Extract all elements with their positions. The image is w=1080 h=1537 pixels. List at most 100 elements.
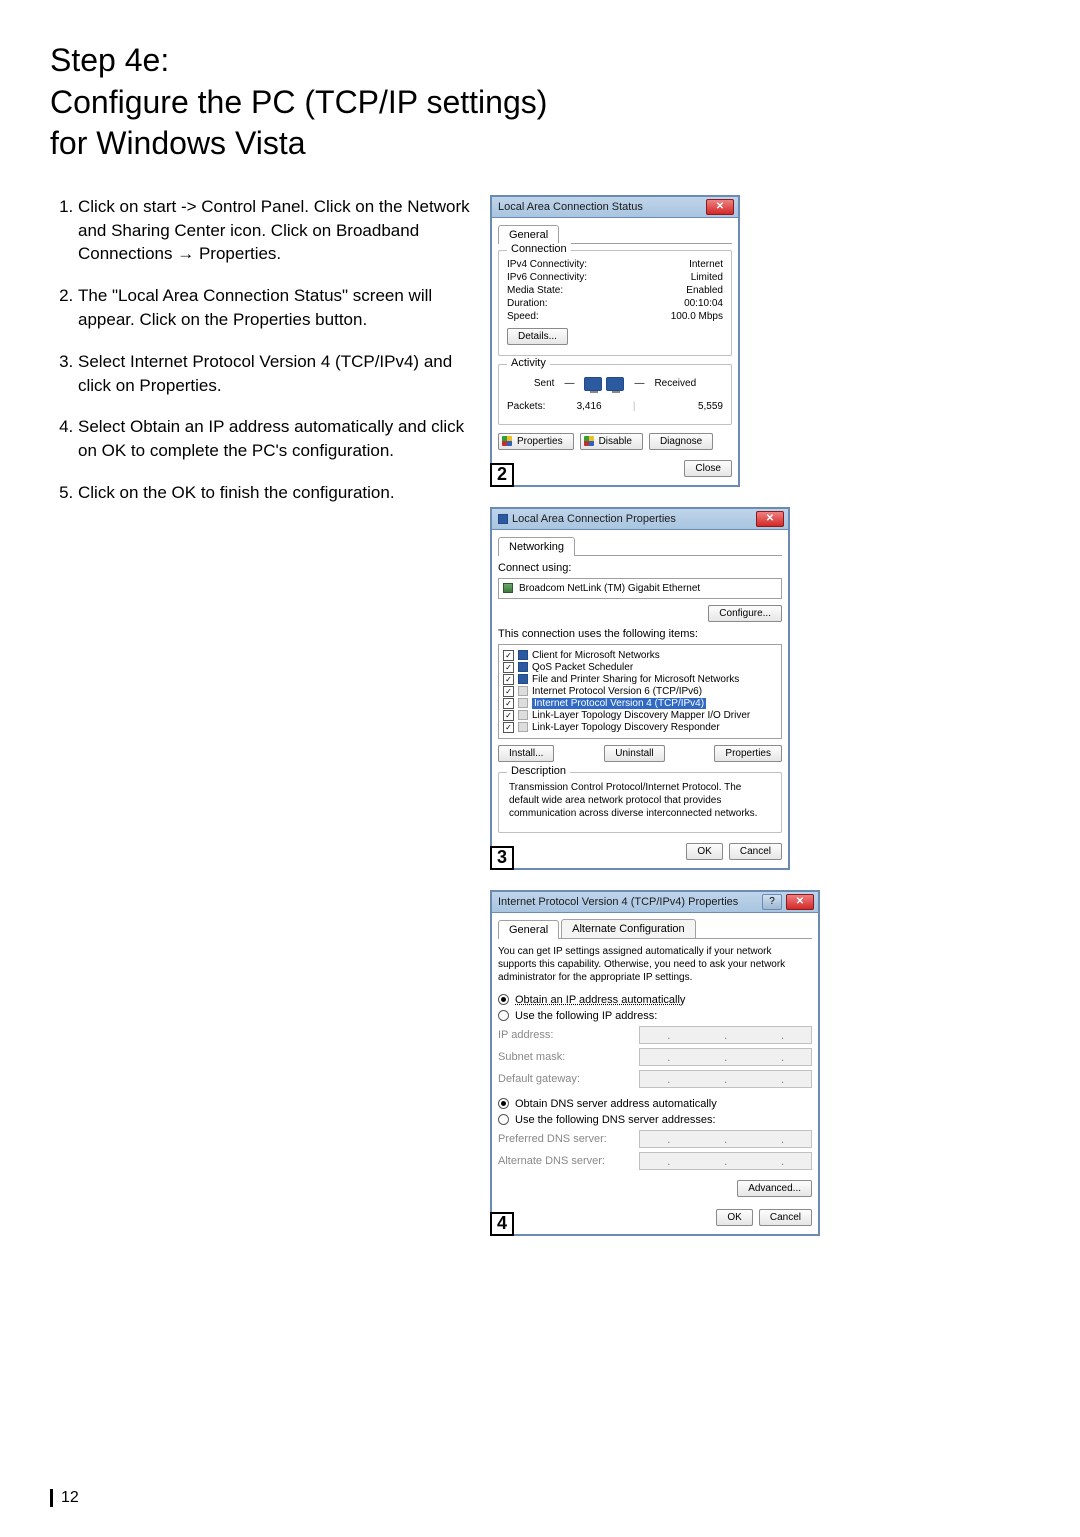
cancel-button[interactable]: Cancel <box>729 843 782 860</box>
kv-key: IPv6 Connectivity: <box>507 272 587 283</box>
step-badge: 4 <box>490 1212 514 1236</box>
title-text: Internet Protocol Version 4 (TCP/IPv4) P… <box>498 896 738 908</box>
radio-auto-dns[interactable]: Obtain DNS server address automatically <box>498 1098 812 1110</box>
checkbox-icon[interactable]: ✓ <box>503 662 514 673</box>
connection-row: IPv4 Connectivity:Internet <box>507 259 723 270</box>
checkbox-icon[interactable]: ✓ <box>503 698 514 709</box>
ok-button[interactable]: OK <box>716 1209 752 1226</box>
ip-row: Default gateway:... <box>498 1070 812 1088</box>
checkbox-icon[interactable]: ✓ <box>503 650 514 661</box>
list-item[interactable]: ✓Internet Protocol Version 6 (TCP/IPv6) <box>503 686 777 697</box>
screenshots-column: Local Area Connection Status ✕ General C… <box>490 195 1030 1236</box>
field-label: IP address: <box>498 1029 639 1041</box>
computer-icon <box>606 377 624 391</box>
mask-input[interactable]: ... <box>639 1048 812 1066</box>
radio-icon[interactable] <box>498 1098 509 1109</box>
close-icon[interactable]: ✕ <box>786 894 814 910</box>
close-icon[interactable]: ✕ <box>706 199 734 215</box>
radio-manual-ip[interactable]: Use the following IP address: <box>498 1010 812 1022</box>
packets-sent: 3,416 <box>545 401 633 412</box>
connect-using-label: Connect using: <box>498 562 782 574</box>
connection-row: Duration:00:10:04 <box>507 298 723 309</box>
tab-strip: General Alternate Configuration <box>498 919 812 939</box>
step-badge: 3 <box>490 846 514 870</box>
group-legend: Connection <box>507 243 571 255</box>
dns1-input[interactable]: ... <box>639 1130 812 1148</box>
protocol-icon <box>518 698 528 708</box>
tab-alternate[interactable]: Alternate Configuration <box>561 919 696 938</box>
button-row: OK Cancel <box>498 843 782 860</box>
field-label: Preferred DNS server: <box>498 1133 639 1145</box>
radio-icon[interactable] <box>498 1114 509 1125</box>
tab-networking[interactable]: Networking <box>498 537 575 556</box>
install-button[interactable]: Install... <box>498 745 554 762</box>
properties-button[interactable]: Properties <box>714 745 782 762</box>
radio-auto-ip[interactable]: Obtain an IP address automatically <box>498 994 812 1006</box>
content-row: Click on start -> Control Panel. Click o… <box>50 195 1030 1236</box>
received-label: Received <box>654 378 696 389</box>
item-label: File and Printer Sharing for Microsoft N… <box>532 674 739 685</box>
window-title: Local Area Connection Properties <box>498 513 676 525</box>
checkbox-icon[interactable]: ✓ <box>503 686 514 697</box>
tab-general[interactable]: General <box>498 225 559 244</box>
radio-icon[interactable] <box>498 994 509 1005</box>
packets-received: 5,559 <box>635 401 723 412</box>
item-label: Link-Layer Topology Discovery Mapper I/O… <box>532 710 750 721</box>
list-item[interactable]: ✓ Link-Layer Topology Discovery Responder <box>503 722 777 733</box>
window-body: General Connection IPv4 Connectivity:Int… <box>492 218 738 485</box>
properties-button[interactable]: Properties <box>498 433 574 450</box>
kv-val: Enabled <box>686 285 723 296</box>
kv-val: Limited <box>691 272 723 283</box>
items-listbox[interactable]: ✓Client for Microsoft Networks ✓QoS Pack… <box>498 644 782 739</box>
advanced-button[interactable]: Advanced... <box>737 1180 812 1197</box>
button-row: Configure... <box>498 605 782 622</box>
list-item[interactable]: ✓ File and Printer Sharing for Microsoft … <box>503 674 777 685</box>
tab-strip: Networking <box>498 536 782 556</box>
diagnose-button[interactable]: Diagnose <box>649 433 713 450</box>
list-item[interactable]: ✓QoS Packet Scheduler <box>503 662 777 673</box>
items-label: This connection uses the following items… <box>498 628 782 640</box>
kv-val: 00:10:04 <box>684 298 723 309</box>
configure-button[interactable]: Configure... <box>708 605 782 622</box>
group-connection: Connection IPv4 Connectivity:Internet IP… <box>498 250 732 356</box>
title-text: Local Area Connection Properties <box>512 513 676 525</box>
gateway-input[interactable]: ... <box>639 1070 812 1088</box>
dns2-input[interactable]: ... <box>639 1152 812 1170</box>
radio-icon[interactable] <box>498 1010 509 1021</box>
details-button[interactable]: Details... <box>507 328 568 345</box>
checkbox-icon[interactable]: ✓ <box>503 722 514 733</box>
list-item[interactable]: ✓ Link-Layer Topology Discovery Mapper I/… <box>503 710 777 721</box>
protocol-icon <box>518 710 528 720</box>
dns-fields: Preferred DNS server:... Alternate DNS s… <box>498 1130 812 1170</box>
field-label: Default gateway: <box>498 1073 639 1085</box>
help-icon[interactable]: ? <box>762 894 782 910</box>
radio-manual-dns[interactable]: Use the following DNS server addresses: <box>498 1114 812 1126</box>
disable-button[interactable]: Disable <box>580 433 643 450</box>
radio-label: Use the following IP address: <box>515 1010 657 1022</box>
close-button[interactable]: Close <box>684 460 732 477</box>
adapter-name: Broadcom NetLink (TM) Gigabit Ethernet <box>519 583 700 594</box>
component-icon <box>518 674 528 684</box>
item-label: Internet Protocol Version 4 (TCP/IPv4) <box>532 698 706 709</box>
kv-key: IPv4 Connectivity: <box>507 259 587 270</box>
step-badge: 2 <box>490 463 514 487</box>
checkbox-icon[interactable]: ✓ <box>503 674 514 685</box>
ok-button[interactable]: OK <box>686 843 722 860</box>
checkbox-icon[interactable]: ✓ <box>503 710 514 721</box>
item-label: Link-Layer Topology Discovery Responder <box>532 722 720 733</box>
group-activity: Activity Sent — — Received Packets: 3,4 <box>498 364 732 425</box>
close-icon[interactable]: ✕ <box>756 511 784 527</box>
uninstall-button[interactable]: Uninstall <box>604 745 664 762</box>
step-item: Select Internet Protocol Version 4 (TCP/… <box>78 350 470 398</box>
sent-label: Sent <box>534 378 555 389</box>
kv-val: 100.0 Mbps <box>671 311 723 322</box>
step-item: Click on the OK to finish the configurat… <box>78 481 470 505</box>
list-item[interactable]: ✓Client for Microsoft Networks <box>503 650 777 661</box>
cancel-button[interactable]: Cancel <box>759 1209 812 1226</box>
page-number: 12 <box>50 1489 79 1507</box>
ip-row: IP address:... <box>498 1026 812 1044</box>
connection-row: IPv6 Connectivity: Limited <box>507 272 723 283</box>
tab-general[interactable]: General <box>498 920 559 939</box>
ip-input[interactable]: ... <box>639 1026 812 1044</box>
list-item[interactable]: ✓ Internet Protocol Version 4 (TCP/IPv4) <box>503 698 777 709</box>
